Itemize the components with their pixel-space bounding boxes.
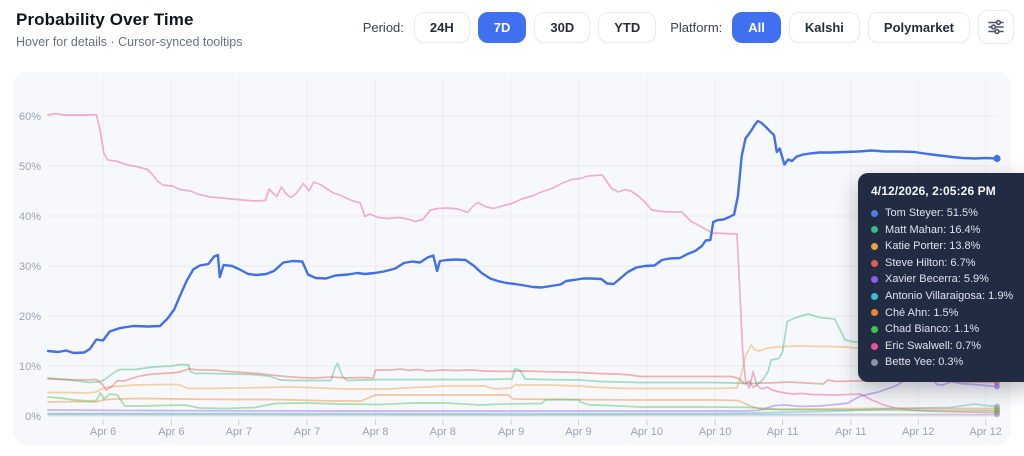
series-color-dot (871, 325, 878, 333)
tooltip-row: Eric Swalwell: 0.7% (871, 338, 1021, 355)
chart-tooltip: 4/12/2026, 2:05:26 PM Tom Steyer: 51.5% M… (858, 173, 1024, 382)
tooltip-row-label: Matt Mahan: 16.4% (885, 223, 981, 236)
tooltip-row-label: Steve Hilton: 6.7% (885, 256, 976, 269)
platform-kalshi-button[interactable]: Kalshi (788, 11, 860, 43)
series-line-chad-bianco (47, 392, 998, 412)
x-axis-label: Apr 10 (631, 426, 663, 438)
period-ytd-button[interactable]: YTD (598, 11, 657, 43)
x-axis-label: Apr 10 (699, 426, 731, 438)
tooltip-row-label: Ché Ahn: 1.5% (885, 306, 959, 319)
chart-header: Probability Over Time Hover for details … (16, 10, 242, 49)
series-color-dot (871, 242, 878, 250)
tooltip-row: Steve Hilton: 6.7% (871, 255, 1021, 272)
series-color-dot (871, 292, 878, 300)
tooltip-timestamp: 4/12/2026, 2:05:26 PM (871, 184, 996, 198)
filter-settings-button[interactable] (978, 10, 1014, 44)
tooltip-row: Bette Yee: 0.3% (871, 354, 1021, 371)
tooltip-row: Matt Mahan: 16.4% (871, 222, 1021, 239)
series-end-dot (994, 383, 1000, 390)
y-axis-label: 40% (19, 211, 41, 223)
tooltip-row-label: Chad Bianco: 1.1% (885, 323, 980, 336)
x-axis-label: Apr 8 (362, 426, 388, 438)
period-label: Period: (362, 19, 404, 35)
tooltip-row: Xavier Becerra: 5.9% (871, 271, 1021, 288)
y-axis-label: 50% (19, 161, 41, 173)
series-color-dot (871, 259, 878, 267)
platform-button-group: All Kalshi Polymarket (732, 11, 970, 43)
series-line-antonio-villaraigosa (47, 403, 998, 415)
x-axis-label: Apr 9 (565, 426, 591, 438)
x-axis-label: Apr 7 (294, 426, 320, 438)
y-axis-label: 30% (19, 261, 41, 273)
page-title: Probability Over Time (16, 10, 194, 29)
x-axis-label: Apr 11 (835, 426, 867, 438)
platform-all-button[interactable]: All (732, 11, 781, 43)
period-30d-button[interactable]: 30D (534, 11, 591, 43)
series-color-dot (871, 209, 878, 217)
x-axis-label: Apr 8 (430, 426, 456, 438)
series-color-dot (871, 359, 878, 367)
platform-polymarket-button[interactable]: Polymarket (867, 11, 970, 43)
period-7d-button[interactable]: 7D (477, 11, 527, 43)
probability-chart[interactable]: 0% 10% 20% 30% 40% 50% 60% Apr 6 Apr 6 Apr 7 Apr 7… (13, 72, 1011, 445)
series-end-dot (993, 154, 1001, 163)
x-axis-label: Apr 9 (498, 426, 524, 438)
series-line-matt-mahan (47, 313, 998, 385)
tooltip-row-label: Eric Swalwell: 0.7% (885, 339, 981, 352)
x-axis-label: Apr 12 (902, 426, 934, 438)
tooltip-row-label: Xavier Becerra: 5.9% (885, 273, 989, 286)
tooltip-row: Tom Steyer: 51.5% (871, 205, 1021, 222)
tooltip-row: Katie Porter: 13.8% (871, 238, 1021, 255)
series-line-steve-hilton (47, 368, 998, 391)
tooltip-row-label: Bette Yee: 0.3% (885, 356, 964, 369)
x-axis-label: Apr 12 (969, 426, 1001, 438)
y-axis-label: 0% (25, 411, 41, 423)
tooltip-row-label: Tom Steyer: 51.5% (885, 207, 978, 219)
series-line-ch-ahn (47, 394, 998, 411)
platform-label: Platform: (670, 19, 723, 35)
y-axis-label: 60% (19, 111, 41, 123)
y-axis-label: 10% (19, 361, 41, 373)
page-subtitle: Hover for details · Cursor-synced toolti… (16, 35, 243, 49)
sliders-icon (988, 19, 1004, 35)
series-line-tom-steyer (46, 119, 999, 355)
chart-card: 0% 10% 20% 30% 40% 50% 60% Apr 6 Apr 6 Apr 7 Apr 7… (13, 72, 1011, 445)
x-axis-label: Apr 6 (158, 426, 184, 438)
series-color-dot (871, 276, 878, 284)
period-24h-button[interactable]: 24H (413, 11, 470, 43)
series-end-dot (994, 411, 1000, 418)
series-line-katie-porter (47, 344, 998, 394)
y-axis-label: 20% (19, 311, 41, 323)
x-axis-label: Apr 6 (90, 426, 116, 438)
series-line-eric-swalwell (47, 112, 998, 414)
tooltip-row: Antonio Villaraigosa: 1.9% (871, 288, 1021, 305)
series-color-dot (871, 342, 878, 350)
series-color-dot (871, 309, 878, 317)
period-button-group: 24H 7D 30D YTD (413, 11, 657, 43)
tooltip-row: Chad Bianco: 1.1% (871, 321, 1021, 338)
series-line-xavier-becerra (47, 372, 998, 412)
chart-controls: Period: 24H 7D 30D YTD Platform: All Kalshi P… (363, 10, 1014, 44)
tooltip-row-label: Katie Porter: 13.8% (885, 240, 981, 253)
tooltip-row: Ché Ahn: 1.5% (871, 305, 1021, 322)
series-color-dot (871, 226, 878, 234)
x-axis-label: Apr 7 (226, 426, 252, 438)
x-axis-label: Apr 11 (767, 426, 799, 438)
tooltip-row-label: Antonio Villaraigosa: 1.9% (885, 289, 1014, 302)
